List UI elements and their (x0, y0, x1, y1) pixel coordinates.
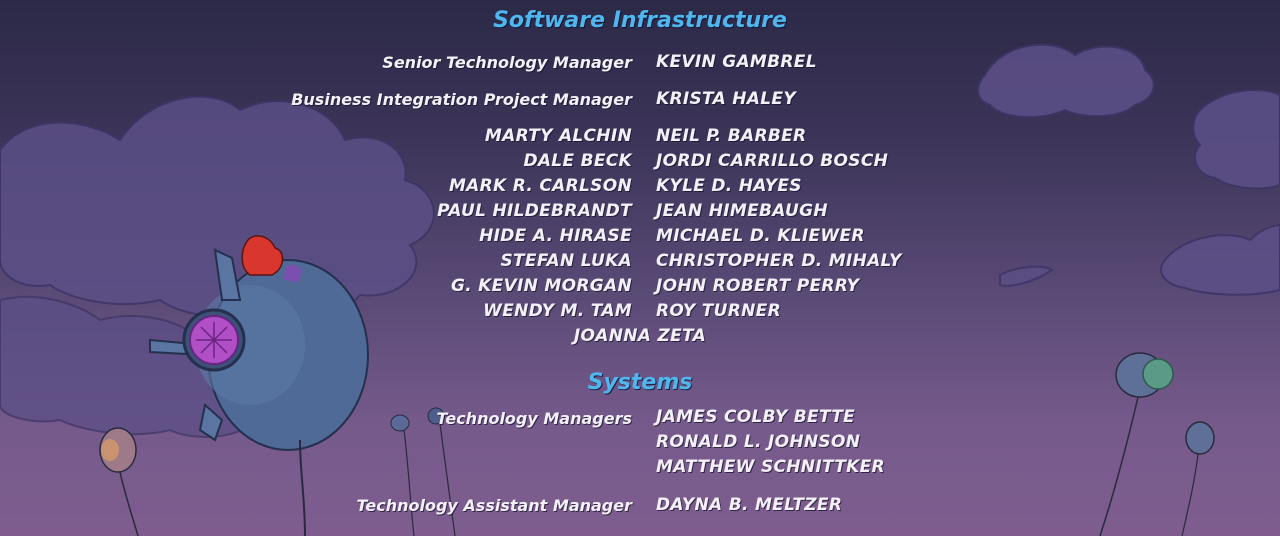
airship-illustration (149, 235, 369, 536)
credit-name-left: MARTY ALCHIN (484, 126, 632, 146)
credit-name-left: PAUL HILDEBRANDT (437, 201, 632, 221)
credit-name: MATTHEW SCHNITTKER (656, 457, 885, 477)
credit-name-right: MICHAEL D. KLIEWER (656, 226, 865, 246)
credit-name-left: G. KEVIN MORGAN (450, 276, 632, 296)
credit-name-right: KYLE D. HAYES (656, 176, 802, 196)
credit-role: Senior Technology Manager (382, 53, 632, 72)
credit-name: JAMES COLBY BETTE (656, 407, 856, 427)
credit-name: DAYNA B. MELTZER (656, 495, 843, 515)
cloud-illustration (0, 43, 1280, 438)
credit-name-right: JORDI CARRILLO BOSCH (656, 151, 889, 171)
credit-name-right: JEAN HIMEBAUGH (656, 201, 828, 221)
credit-name: KEVIN GAMBREL (656, 52, 817, 72)
credit-role: Technology Assistant Manager (356, 496, 632, 515)
credit-name: KRISTA HALEY (656, 89, 796, 109)
credit-name: RONALD L. JOHNSON (656, 432, 861, 452)
credit-role: Technology Managers (436, 409, 632, 428)
credit-name-right: JOHN ROBERT PERRY (656, 276, 860, 296)
section-heading: Systems (587, 370, 693, 395)
credit-name-right: NEIL P. BARBER (656, 126, 807, 146)
credit-name-centered: JOANNA ZETA (573, 326, 707, 346)
credit-name-left: WENDY M. TAM (483, 301, 632, 321)
credit-name-left: DALE BECK (523, 151, 632, 171)
credit-name-left: HIDE A. HIRASE (479, 226, 632, 246)
credit-name-left: MARK R. CARLSON (448, 176, 632, 196)
credit-name-right: ROY TURNER (656, 301, 781, 321)
credit-role: Business Integration Project Manager (291, 90, 632, 109)
credit-name-left: STEFAN LUKA (500, 251, 632, 271)
credit-name-right: CHRISTOPHER D. MIHALY (656, 251, 902, 271)
section-heading: Software Infrastructure (493, 8, 787, 33)
balloon-illustration (99, 352, 1215, 536)
